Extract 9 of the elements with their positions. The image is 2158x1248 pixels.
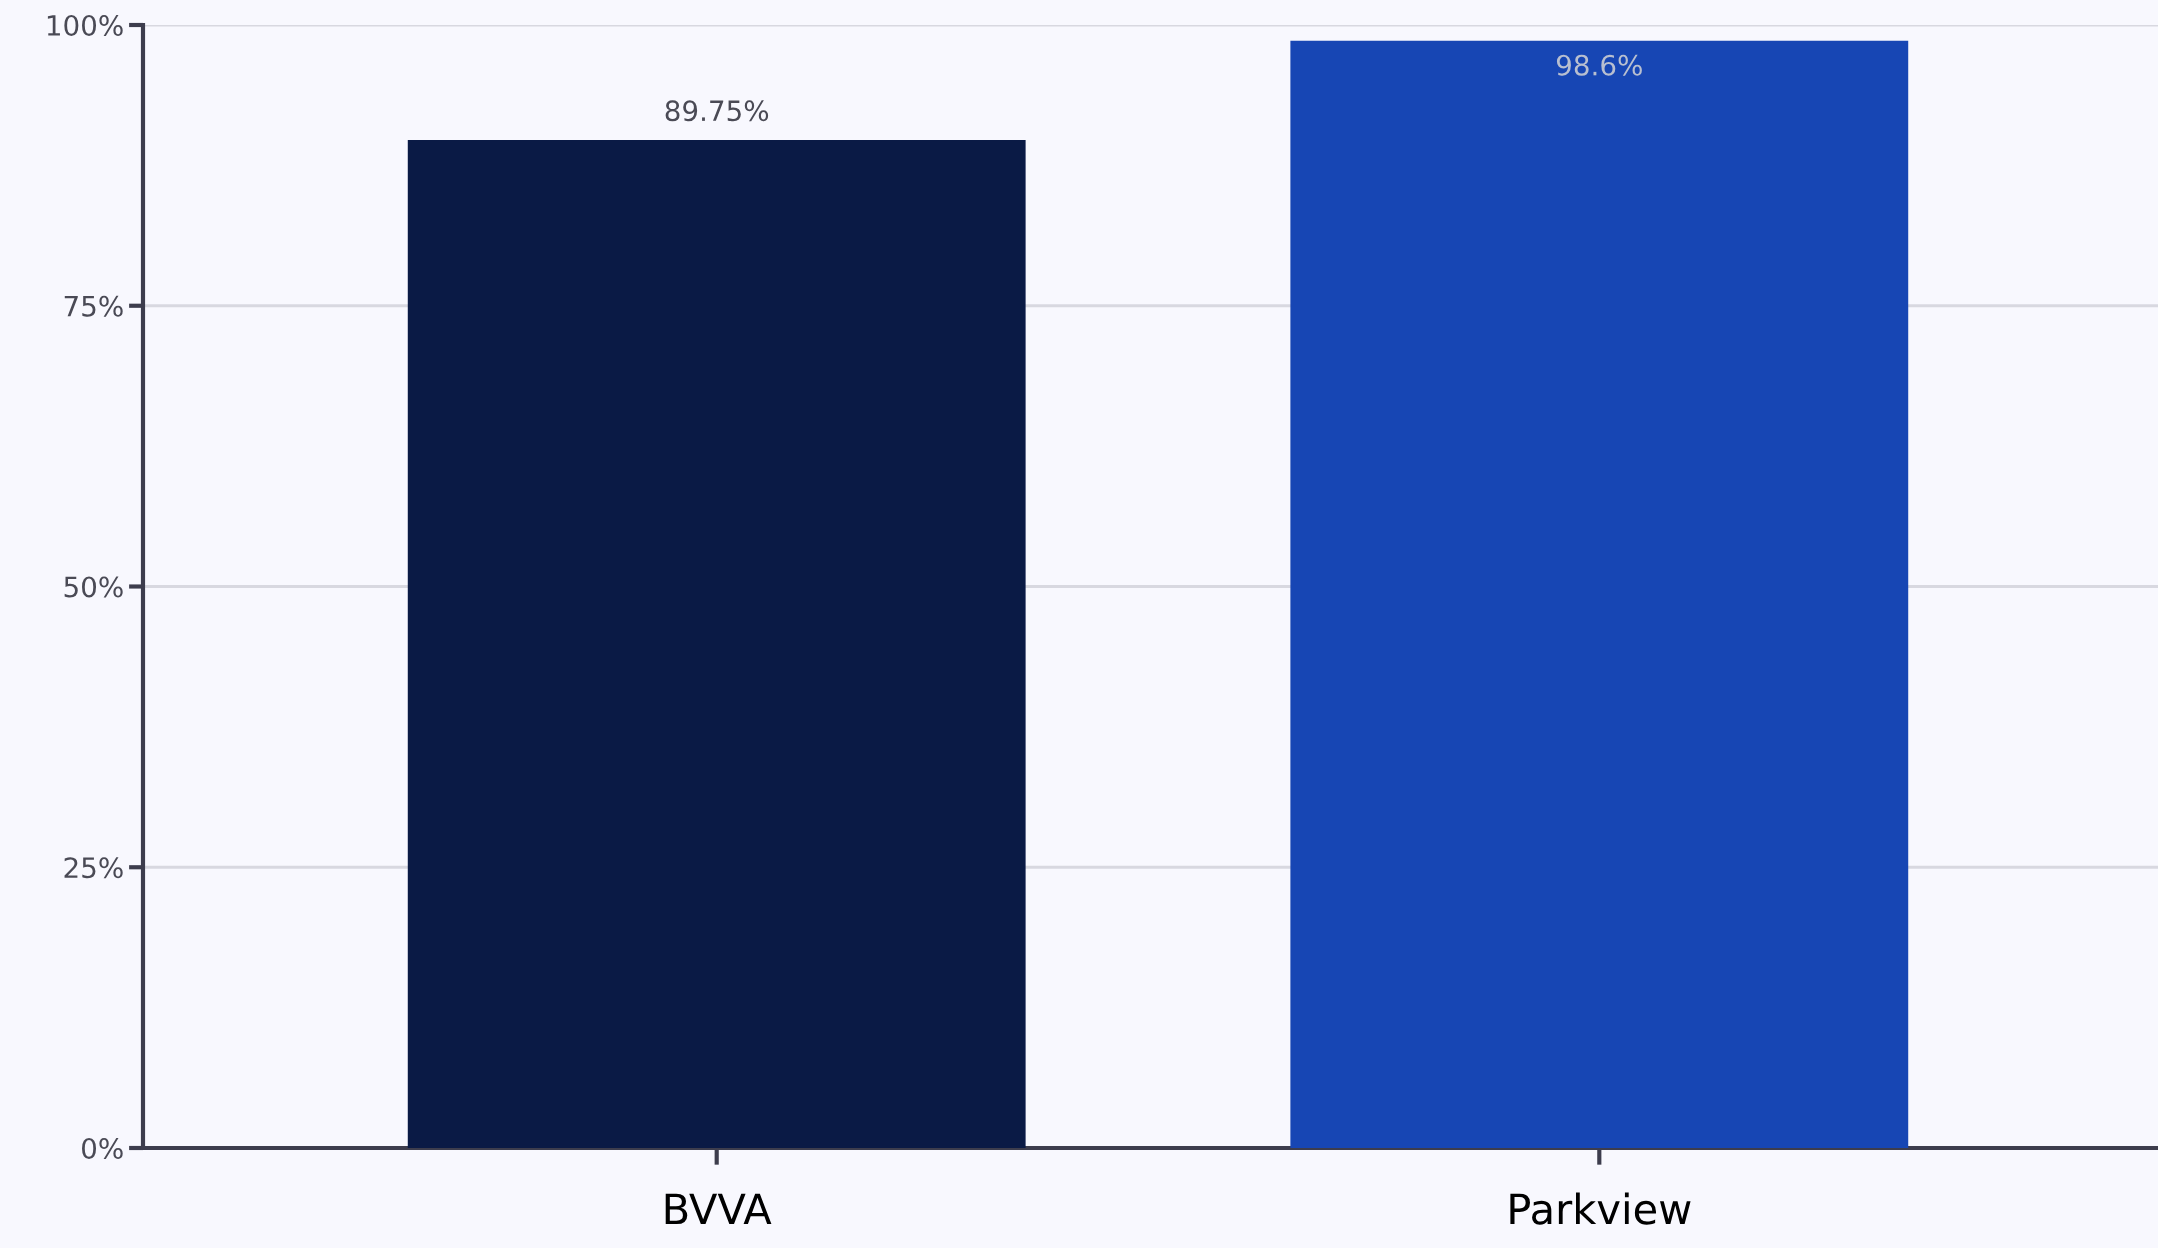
x-tick-label: Parkview <box>1510 1192 1691 1225</box>
x-tick-label: BVVA <box>665 1193 772 1225</box>
y-tick-label: 0% <box>82 1137 123 1159</box>
y-tick-label: 25% <box>64 857 123 879</box>
data-label: 89.75% <box>665 100 769 122</box>
data-label: 98.6% <box>1556 54 1642 76</box>
y-tick-label: 75% <box>64 295 123 317</box>
y-tick-label: 50% <box>64 576 123 598</box>
y-tick-label: 100% <box>47 14 123 36</box>
